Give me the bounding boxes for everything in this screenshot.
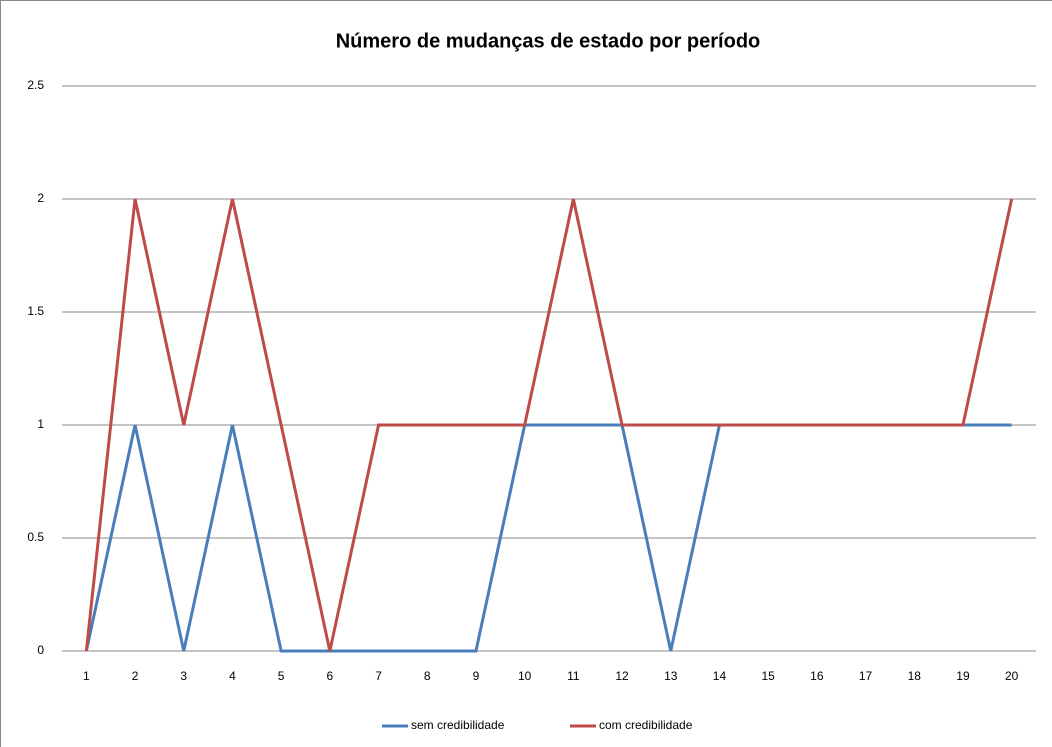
- y-tick-label: 0: [37, 643, 44, 657]
- x-tick-label: 15: [761, 669, 775, 683]
- y-tick-label: 2: [37, 191, 44, 205]
- series-line: [84, 198, 1014, 652]
- x-tick-label: 5: [278, 669, 285, 683]
- x-tick-label: 17: [859, 669, 873, 683]
- x-tick-label: 7: [375, 669, 382, 683]
- y-tick-label: 1: [37, 417, 44, 431]
- x-tick-label: 14: [713, 669, 727, 683]
- x-tick-label: 2: [132, 669, 139, 683]
- x-tick-label: 4: [229, 669, 236, 683]
- legend-label: com credibilidade: [599, 718, 693, 732]
- x-tick-label: 8: [424, 669, 431, 683]
- x-tick-label: 20: [1005, 669, 1019, 683]
- x-tick-label: 19: [956, 669, 970, 683]
- x-tick-label: 3: [180, 669, 187, 683]
- y-tick-label: 2.5: [27, 78, 44, 92]
- x-tick-label: 18: [908, 669, 922, 683]
- x-tick-label: 6: [327, 669, 334, 683]
- x-tick-label: 12: [615, 669, 629, 683]
- legend-label: sem credibilidade: [411, 718, 505, 732]
- x-tick-label: 1: [83, 669, 90, 683]
- x-tick-label: 10: [518, 669, 532, 683]
- x-tick-label: 9: [473, 669, 480, 683]
- x-tick-label: 13: [664, 669, 678, 683]
- x-tick-label: 16: [810, 669, 824, 683]
- y-tick-label: 1.5: [27, 304, 44, 318]
- chart-title: Número de mudanças de estado por período: [336, 30, 761, 52]
- x-tick-label: 11: [567, 669, 580, 683]
- y-tick-label: 0.5: [27, 530, 44, 544]
